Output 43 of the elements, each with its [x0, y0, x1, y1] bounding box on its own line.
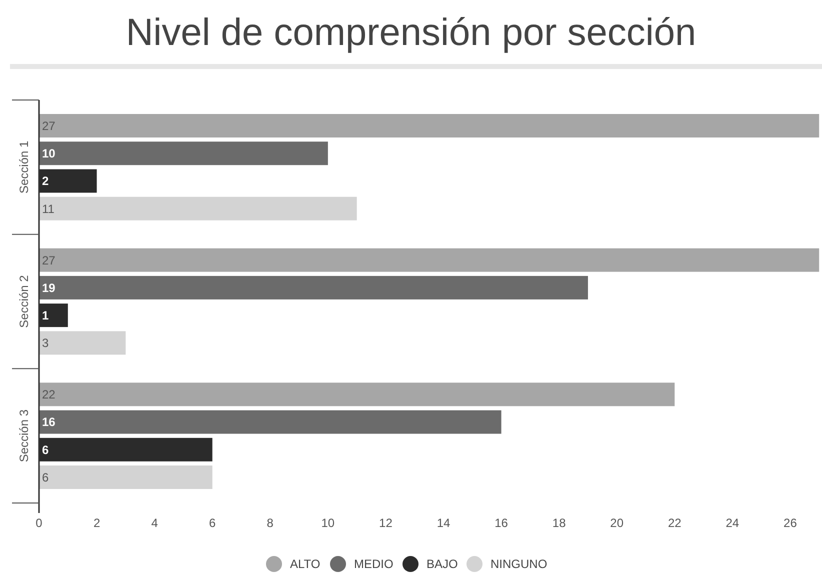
y-tick-label: Sección 2 — [17, 274, 31, 328]
bar — [39, 248, 820, 272]
bar — [39, 114, 820, 138]
bar — [39, 196, 357, 220]
y-tick-label: Sección 3 — [17, 409, 31, 462]
x-tick-label: 18 — [552, 516, 566, 530]
legend-label: MEDIO — [354, 557, 394, 572]
data-label: 27 — [42, 253, 56, 268]
x-tick-label: 12 — [379, 516, 393, 530]
bar — [39, 382, 675, 406]
data-label: 2 — [42, 174, 49, 188]
chart-title: Nivel de comprensión por sección — [126, 12, 696, 54]
x-tick-label: 6 — [209, 516, 216, 530]
data-label: 6 — [42, 470, 49, 484]
data-label: 16 — [42, 415, 56, 430]
x-tick-label: 4 — [151, 516, 158, 530]
x-tick-label: 8 — [266, 516, 274, 530]
data-label: 19 — [42, 280, 56, 295]
x-tick-label: 0 — [36, 516, 43, 530]
bar — [39, 331, 126, 355]
x-tick-label: 16 — [494, 516, 508, 530]
legend-label: BAJO — [426, 557, 458, 572]
x-tick-label: 2 — [93, 516, 100, 530]
legend-label: ALTO — [290, 557, 320, 572]
legend-label: NINGUNO — [490, 557, 548, 572]
data-label: 10 — [42, 146, 56, 161]
data-label: 1 — [42, 308, 49, 323]
bar — [39, 466, 212, 489]
bar — [39, 276, 588, 300]
x-tick-label: 20 — [610, 516, 624, 530]
x-tick-label: 22 — [668, 516, 682, 530]
data-label: 27 — [42, 118, 56, 133]
y-tick-label: Sección 1 — [17, 140, 31, 194]
x-tick-label: 10 — [321, 516, 335, 530]
x-tick-label: 26 — [784, 516, 798, 530]
data-label: 11 — [42, 202, 55, 216]
data-label: 3 — [42, 336, 49, 350]
bar — [39, 410, 502, 434]
data-label: 6 — [42, 442, 49, 457]
x-tick-label: 14 — [436, 516, 450, 530]
bar — [39, 142, 328, 166]
x-tick-label: 24 — [726, 516, 740, 530]
data-label: 22 — [42, 388, 56, 402]
